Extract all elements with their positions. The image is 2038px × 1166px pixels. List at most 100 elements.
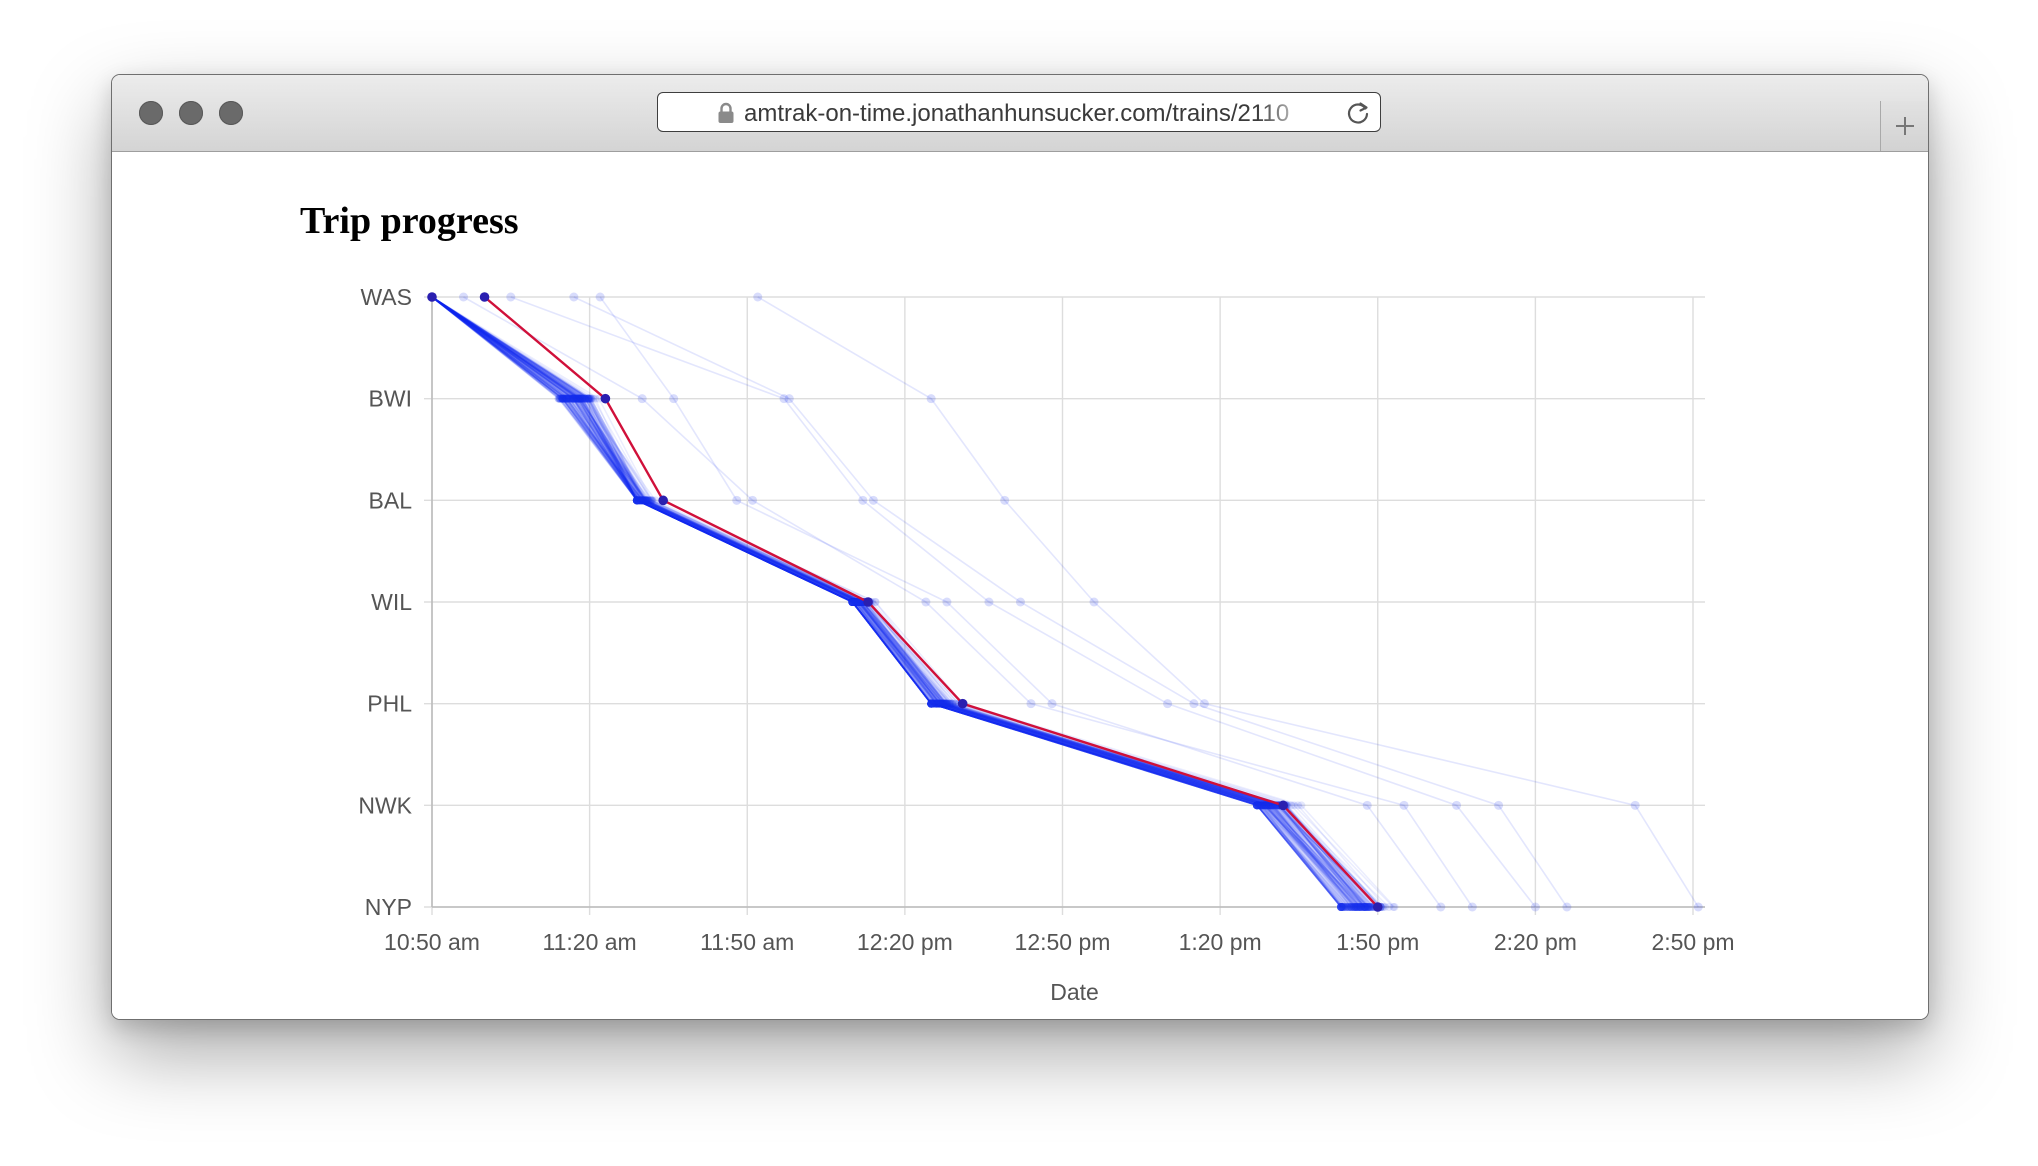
- historical-trip-point: [632, 496, 641, 505]
- historical-trip-point: [1343, 903, 1352, 911]
- historical-trip-point: [848, 598, 857, 606]
- historical-trip-point: [854, 598, 863, 606]
- historical-trip-point: [929, 699, 938, 708]
- historical-trip-point: [1356, 903, 1365, 911]
- historical-trip-point: [1262, 801, 1271, 810]
- historical-trip-line: [431, 296, 1343, 908]
- historical-trip-point: [932, 699, 941, 708]
- historical-trip-point: [1362, 903, 1371, 911]
- historical-trip-point: [848, 598, 857, 606]
- historical-trip-point: [641, 496, 650, 505]
- historical-trip-point: [1363, 903, 1372, 911]
- historical-trip-point: [632, 496, 641, 505]
- historical-trip-line: [431, 296, 1346, 908]
- historical-trip-point: [934, 699, 943, 708]
- historical-trip-point: [1359, 903, 1368, 911]
- zoom-window-button[interactable]: [219, 101, 243, 125]
- historical-trip-point: [573, 394, 582, 403]
- historical-trip-line: [431, 296, 1356, 908]
- highlighted-trip: [427, 292, 1383, 912]
- historical-trip-line: [431, 296, 1347, 908]
- historical-trip-point: [1257, 801, 1266, 810]
- historical-trip-point: [643, 496, 652, 505]
- historical-trip-point: [1252, 801, 1261, 810]
- historical-trip-point: [632, 496, 641, 505]
- historical-trip-point: [851, 598, 860, 606]
- historical-trip-point: [1265, 801, 1274, 810]
- historical-trip-point: [848, 598, 857, 606]
- historical-trip-point: [932, 699, 941, 708]
- historical-trip-point: [936, 699, 945, 708]
- historical-trip-point: [936, 699, 945, 708]
- historical-trip-point: [1360, 903, 1369, 911]
- historical-trip-point: [632, 496, 641, 505]
- historical-trip-point: [854, 598, 863, 606]
- historical-trip-point: [574, 394, 583, 403]
- historical-trip-point: [1253, 801, 1262, 810]
- highlighted-trip-point: [658, 495, 668, 506]
- delayed-trip-point: [748, 495, 758, 505]
- historical-trip-line: [431, 296, 1344, 908]
- historical-trip-point: [1259, 801, 1268, 810]
- historical-trip-point: [641, 496, 650, 505]
- historical-trip-point: [570, 394, 579, 403]
- historical-trip-point: [1353, 903, 1362, 911]
- address-bar[interactable]: amtrak-on-time.jonathanhunsucker.com/tra…: [657, 92, 1381, 132]
- historical-trip-point: [572, 394, 581, 403]
- delayed-trip-point: [942, 597, 952, 607]
- historical-trip-point: [849, 598, 858, 606]
- historical-trip-point: [927, 699, 936, 708]
- historical-trip-point: [583, 394, 592, 403]
- historical-trip-point: [558, 394, 567, 403]
- historical-trip-point: [632, 496, 641, 505]
- historical-trip-line: [431, 296, 1347, 908]
- historical-trip-point: [854, 598, 863, 606]
- reload-icon[interactable]: [1344, 99, 1372, 127]
- historical-trip-point: [854, 598, 863, 606]
- historical-trip-point: [567, 394, 576, 403]
- historical-trip-point: [1336, 903, 1345, 911]
- historical-trip-point: [583, 394, 592, 403]
- historical-trip-point: [1360, 903, 1369, 911]
- historical-trip-point: [632, 496, 641, 505]
- historical-trip-line: [431, 296, 1368, 908]
- new-tab-button[interactable]: [1880, 101, 1928, 151]
- historical-trip-point: [848, 598, 857, 606]
- historical-trip-point: [1265, 801, 1274, 810]
- browser-window: amtrak-on-time.jonathanhunsucker.com/tra…: [111, 74, 1929, 1020]
- historical-trip-point: [848, 598, 857, 606]
- historical-trip-point: [871, 598, 880, 606]
- historical-trip-point: [562, 394, 571, 403]
- historical-trip-point: [576, 394, 585, 403]
- historical-trip-line: [431, 296, 1349, 908]
- close-window-button[interactable]: [139, 101, 163, 125]
- minimize-window-button[interactable]: [179, 101, 203, 125]
- historical-trip-point: [939, 699, 948, 708]
- historical-trip-point: [638, 496, 647, 505]
- historical-trip-point: [574, 394, 583, 403]
- address-bar-url[interactable]: amtrak-on-time.jonathanhunsucker.com/tra…: [744, 101, 1290, 127]
- historical-trip-point: [635, 496, 644, 505]
- delayed-trip-line: [573, 296, 1568, 908]
- page-content: Trip progress WAS BWI BAL WIL PHL NWK NYP 10:50…: [112, 153, 1928, 1019]
- historical-trip-point: [1361, 903, 1370, 911]
- highlighted-trip-point: [1278, 800, 1288, 811]
- historical-trip-point: [941, 699, 950, 708]
- historical-trip-point: [632, 496, 641, 505]
- historical-trip-point: [632, 496, 641, 505]
- historical-trip-point: [1338, 903, 1347, 911]
- historical-trip-point: [937, 699, 946, 708]
- historical-trip-line: [431, 296, 1344, 908]
- historical-trip-line: [431, 296, 1342, 908]
- historical-trip-point: [560, 394, 569, 403]
- historical-trip-point: [574, 394, 583, 403]
- historical-trip-point: [638, 496, 647, 505]
- x-tick-label: 2:20 pm: [1494, 929, 1577, 955]
- historical-trip-point: [646, 496, 655, 505]
- historical-trip-point: [848, 598, 857, 606]
- historical-trip-point: [1258, 801, 1267, 810]
- historical-trip-line: [431, 296, 1370, 908]
- historical-trip-point: [928, 699, 937, 708]
- historical-trip-point: [1341, 903, 1350, 911]
- historical-trip-point: [927, 699, 936, 708]
